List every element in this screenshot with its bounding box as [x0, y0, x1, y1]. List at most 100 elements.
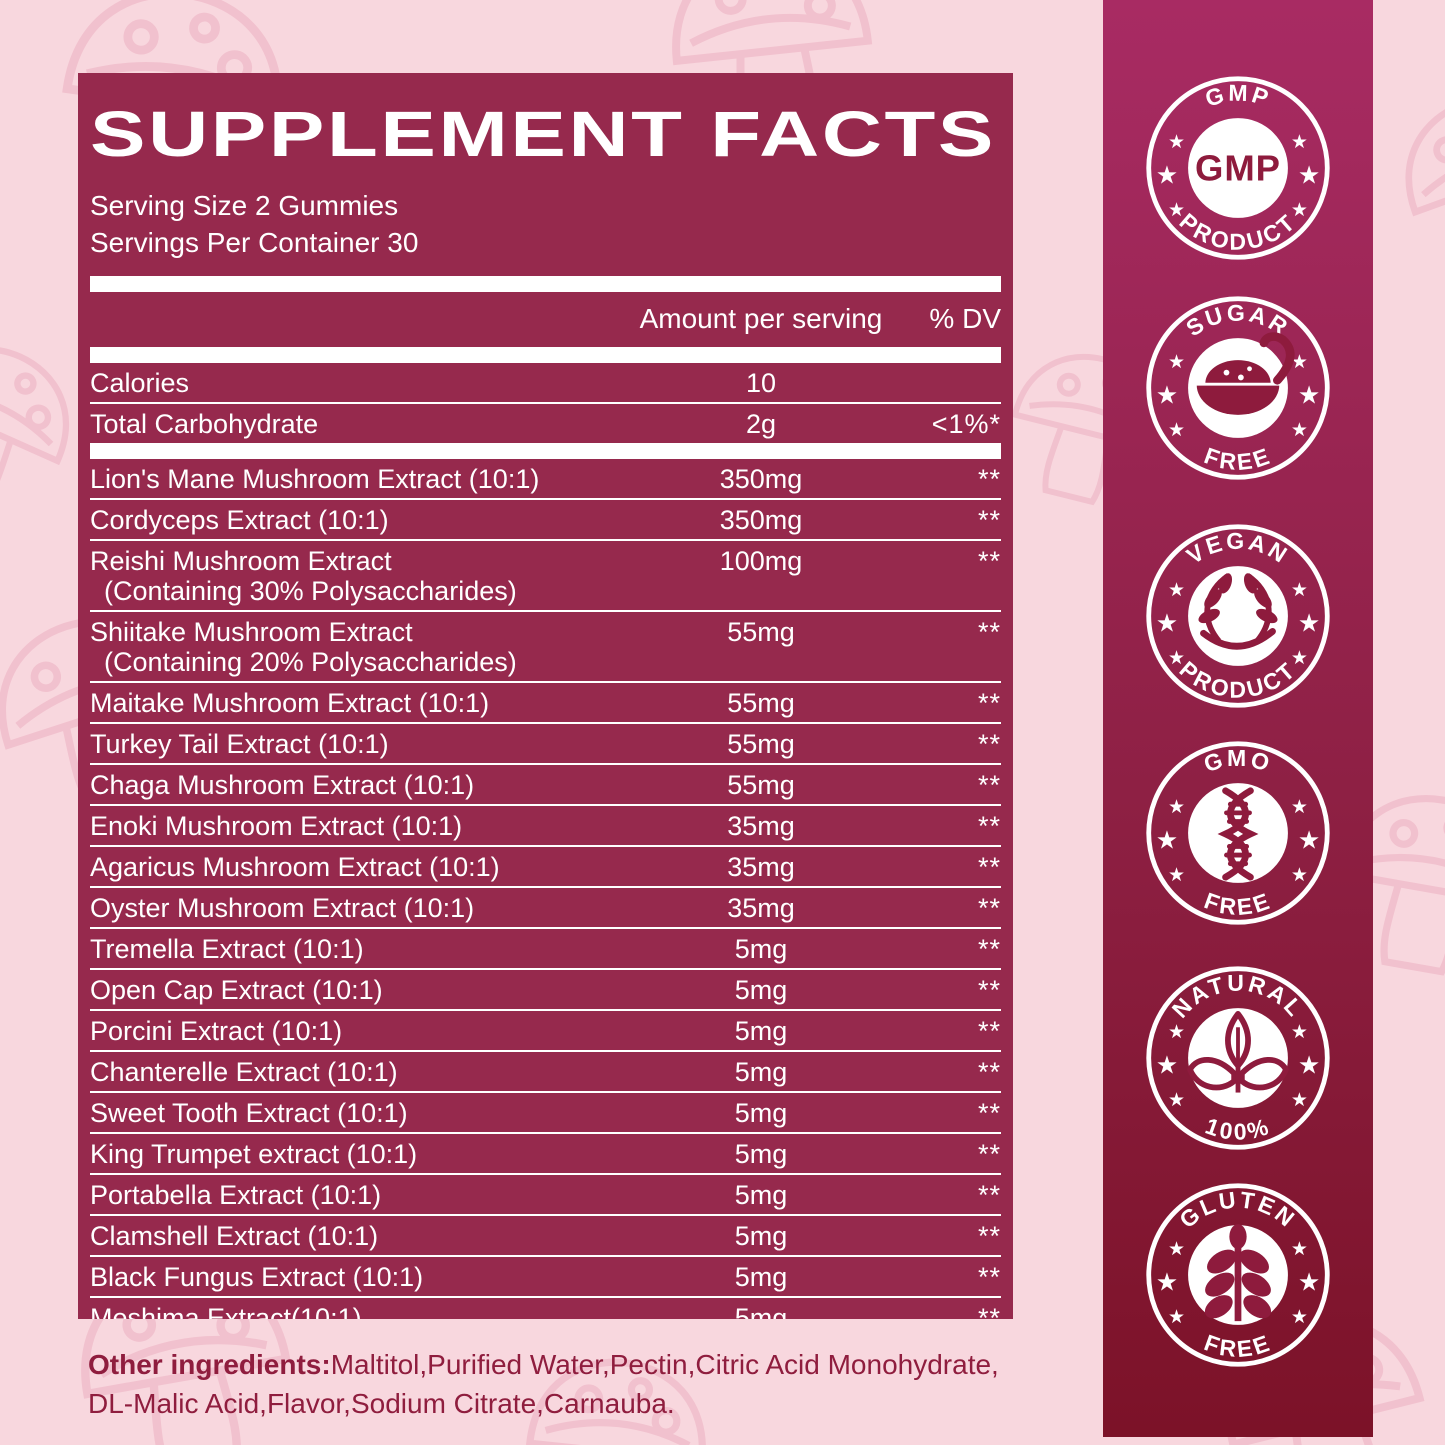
row-amount: 5mg	[734, 1139, 788, 1169]
svg-text:★: ★	[1291, 1022, 1308, 1043]
other-ingredients-line2: DL-Malic Acid,Flavor,Sodium Citrate,Carn…	[88, 1388, 675, 1419]
svg-text:★: ★	[1156, 826, 1178, 854]
star-icon: ★ ★ ★ ★ ★ ★	[1156, 1022, 1320, 1111]
svg-text:★: ★	[1291, 420, 1308, 441]
row-amount: 5mg	[734, 1098, 788, 1128]
table-row: Oyster Mushroom Extract (10:1) 35mg **	[90, 888, 1001, 929]
badge-top-text: GMP	[1202, 80, 1274, 112]
gmp-text-icon: GMP	[1195, 147, 1280, 188]
svg-text:★: ★	[1156, 161, 1178, 189]
svg-text:★: ★	[1291, 580, 1308, 601]
svg-text:★: ★	[1291, 1090, 1308, 1111]
table-row: Chanterelle Extract (10:1) 5mg **	[90, 1052, 1001, 1093]
svg-text:★: ★	[1291, 865, 1308, 886]
table-header: Amount per serving % DV	[90, 300, 1001, 340]
svg-text:★: ★	[1168, 648, 1185, 669]
row-amount: 2g	[745, 409, 777, 439]
row-name: Calories	[90, 368, 190, 398]
badge-sidebar: ★ ★ ★ ★ ★ ★ GMP PRODUCT GMP ★ ★ ★ ★ ★ ★ …	[1103, 0, 1373, 1437]
svg-text:★: ★	[1168, 580, 1185, 601]
svg-text:★: ★	[1298, 609, 1320, 637]
table-row: Turkey Tail Extract (10:1) 55mg **	[90, 724, 1001, 765]
row-name: Oyster Mushroom Extract (10:1)	[90, 893, 475, 923]
table-row: Maitake Mushroom Extract (10:1) 55mg **	[90, 683, 1001, 724]
badge-ring	[1146, 966, 1330, 1150]
star-icon: ★ ★ ★ ★ ★ ★	[1156, 132, 1320, 221]
sugar-mound	[1205, 360, 1271, 384]
row-name: Portabella Extract (10:1)	[90, 1180, 382, 1210]
svg-text:★: ★	[1168, 1022, 1185, 1043]
svg-text:★: ★	[1291, 797, 1308, 818]
row-name: Open Cap Extract (10:1)	[90, 975, 383, 1005]
row-name: Enoki Mushroom Extract (10:1)	[90, 811, 463, 841]
row-dv: **	[977, 1016, 1001, 1046]
vegan-sprout-icon	[1198, 573, 1278, 650]
svg-text:★: ★	[1298, 1268, 1320, 1296]
badge-natural-100: ★ ★ ★ ★ ★ ★ NATURAL 100%	[1146, 966, 1330, 1150]
row-name: Agaricus Mushroom Extract (10:1)	[90, 852, 500, 882]
table-row: Sweet Tooth Extract (10:1) 5mg **	[90, 1093, 1001, 1134]
row-amount: 5mg	[734, 934, 788, 964]
svg-text:★: ★	[1168, 797, 1185, 818]
table-row: Porcini Extract (10:1) 5mg **	[90, 1011, 1001, 1052]
star-icon: ★ ★ ★ ★ ★ ★	[1156, 352, 1320, 441]
badge-bottom-text: FREE	[1201, 442, 1275, 475]
divider-bar	[90, 276, 1001, 292]
svg-text:★: ★	[1298, 1051, 1320, 1079]
svg-text:★: ★	[1168, 352, 1185, 373]
serving-size: Serving Size 2 Gummies	[90, 190, 399, 221]
plant-leaves-icon	[1187, 1010, 1289, 1093]
row-dv: **	[977, 464, 1001, 494]
svg-text:★: ★	[1168, 1239, 1185, 1260]
sugar-spoon-icon	[1194, 332, 1295, 415]
svg-text:★: ★	[1168, 200, 1185, 221]
table-row: Lion's Mane Mushroom Extract (10:1) 350m…	[90, 459, 1001, 500]
svg-text:★: ★	[1156, 381, 1178, 409]
row-dv: **	[977, 770, 1001, 800]
table-row: Black Fungus Extract (10:1) 5mg **	[90, 1257, 1001, 1298]
row-name: Total Carbohydrate	[90, 409, 319, 439]
svg-text:★: ★	[1291, 1239, 1308, 1260]
other-ingredients-line1: Maltitol,Purified Water,Pectin,Citric Ac…	[330, 1349, 999, 1380]
dna-icon	[1217, 787, 1259, 881]
other-ingredients-label: Other ingredients:	[88, 1349, 331, 1380]
table-row: Enoki Mushroom Extract (10:1) 35mg **	[90, 806, 1001, 847]
row-amount: 350mg	[719, 464, 803, 494]
row-dv: **	[977, 975, 1001, 1005]
row-dv: **	[977, 729, 1001, 759]
row-amount: 35mg	[727, 852, 795, 882]
svg-text:★: ★	[1156, 1051, 1178, 1079]
nutrition-rows: Calories 10 Total Carbohydrate 2g <1%*	[90, 363, 1001, 443]
row-amount: 35mg	[727, 893, 795, 923]
row-name: Porcini Extract (10:1)	[90, 1016, 343, 1046]
ingredient-rows: Lion's Mane Mushroom Extract (10:1) 350m…	[90, 459, 1001, 1319]
table-row: King Trumpet extract (10:1) 5mg **	[90, 1134, 1001, 1175]
table-row: Cordyceps Extract (10:1) 350mg **	[90, 500, 1001, 541]
badge-bottom-text: 100%	[1202, 1113, 1274, 1145]
row-amount: 55mg	[727, 617, 795, 647]
row-amount: 5mg	[734, 1221, 788, 1251]
row-name: Chanterelle Extract (10:1)	[90, 1057, 398, 1087]
row-dv: **	[977, 934, 1001, 964]
spoon-handle	[1259, 332, 1295, 385]
svg-text:★: ★	[1168, 1307, 1185, 1328]
row-dv: **	[977, 688, 1001, 718]
row-amount: 5mg	[734, 1180, 788, 1210]
spoon-bowl	[1196, 385, 1280, 415]
badge-sugar-free: ★ ★ ★ ★ ★ ★ SUGAR FREE	[1146, 296, 1330, 480]
badge-top-text: GMO	[1201, 745, 1276, 777]
badge-bottom-text: FREE	[1201, 887, 1275, 920]
panel-title: SUPPLEMENT FACTS	[90, 98, 997, 170]
row-amount: 100mg	[719, 546, 803, 576]
star-icon: ★ ★ ★ ★ ★ ★	[1156, 797, 1320, 886]
row-dv: **	[977, 617, 1001, 647]
svg-text:★: ★	[1298, 826, 1320, 854]
row-amount: 10	[745, 368, 777, 398]
servings-per-container: Servings Per Container 30	[90, 227, 419, 258]
row-amount: 55mg	[727, 729, 795, 759]
svg-text:★: ★	[1291, 648, 1308, 669]
svg-text:★: ★	[1298, 161, 1320, 189]
badge-ring	[1146, 741, 1330, 925]
badge-ring	[1146, 296, 1330, 480]
star-icon: ★ ★ ★ ★ ★ ★	[1156, 580, 1320, 669]
